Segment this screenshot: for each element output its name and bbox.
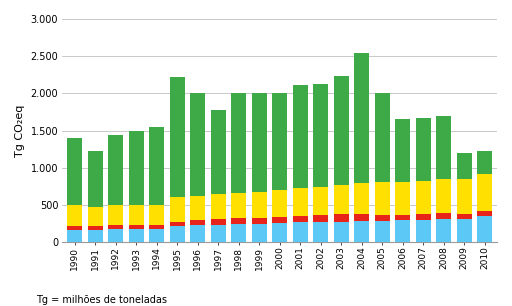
Bar	[477, 216, 493, 242]
Bar	[108, 230, 123, 242]
Bar	[88, 151, 103, 207]
Bar	[88, 230, 103, 242]
Bar	[149, 205, 164, 225]
Bar	[416, 215, 431, 220]
Bar	[251, 192, 267, 218]
Bar	[436, 213, 452, 219]
Bar	[169, 197, 185, 222]
Bar	[354, 221, 370, 242]
Bar	[251, 224, 267, 242]
Bar	[272, 217, 287, 223]
Bar	[477, 151, 493, 174]
Bar	[272, 93, 287, 190]
Y-axis label: Tg CO₂eq: Tg CO₂eq	[15, 105, 25, 157]
Bar	[457, 214, 472, 219]
Bar	[436, 116, 452, 180]
Bar	[251, 93, 267, 192]
Bar	[416, 181, 431, 215]
Bar	[129, 131, 144, 205]
Bar	[108, 225, 123, 230]
Bar	[313, 84, 328, 187]
Bar	[231, 218, 246, 224]
Bar	[272, 223, 287, 242]
Bar	[210, 194, 226, 219]
Bar	[149, 127, 164, 205]
Bar	[88, 207, 103, 226]
Bar	[149, 229, 164, 242]
Bar	[129, 205, 144, 225]
Bar	[210, 225, 226, 242]
Bar	[88, 226, 103, 230]
Bar	[231, 192, 246, 218]
Bar	[169, 77, 185, 197]
Bar	[67, 205, 82, 226]
Bar	[477, 174, 493, 211]
Bar	[354, 183, 370, 214]
Bar	[129, 229, 144, 242]
Bar	[292, 222, 308, 242]
Bar	[169, 226, 185, 242]
Bar	[354, 53, 370, 183]
Bar	[457, 180, 472, 214]
Bar	[129, 225, 144, 229]
Bar	[375, 221, 390, 242]
Bar	[354, 214, 370, 221]
Bar	[333, 215, 349, 222]
Bar	[190, 225, 205, 242]
Bar	[292, 216, 308, 222]
Bar	[292, 188, 308, 216]
Bar	[67, 230, 82, 242]
Bar	[395, 119, 411, 182]
Bar	[395, 220, 411, 242]
Bar	[169, 222, 185, 226]
Bar	[436, 180, 452, 213]
Bar	[375, 182, 390, 215]
Bar	[292, 85, 308, 188]
Bar	[416, 118, 431, 181]
Bar	[149, 225, 164, 229]
Bar	[395, 215, 411, 220]
Bar	[477, 211, 493, 216]
Bar	[251, 218, 267, 224]
Bar	[190, 220, 205, 225]
Bar	[395, 182, 411, 215]
Bar	[272, 190, 287, 217]
Bar	[313, 222, 328, 242]
Bar	[231, 93, 246, 192]
Bar	[210, 110, 226, 194]
Bar	[333, 76, 349, 185]
Bar	[67, 226, 82, 230]
Bar	[333, 185, 349, 215]
Bar	[313, 187, 328, 215]
Text: Tg = milhões de toneladas: Tg = milhões de toneladas	[36, 295, 167, 305]
Bar	[190, 93, 205, 196]
Bar	[231, 224, 246, 242]
Bar	[457, 153, 472, 180]
Bar	[375, 215, 390, 221]
Bar	[375, 93, 390, 182]
Bar	[108, 205, 123, 225]
Bar	[313, 215, 328, 222]
Bar	[210, 219, 226, 225]
Bar	[416, 220, 431, 242]
Bar	[108, 135, 123, 205]
Bar	[436, 219, 452, 242]
Bar	[190, 196, 205, 220]
Bar	[333, 222, 349, 242]
Bar	[457, 219, 472, 242]
Bar	[67, 138, 82, 205]
